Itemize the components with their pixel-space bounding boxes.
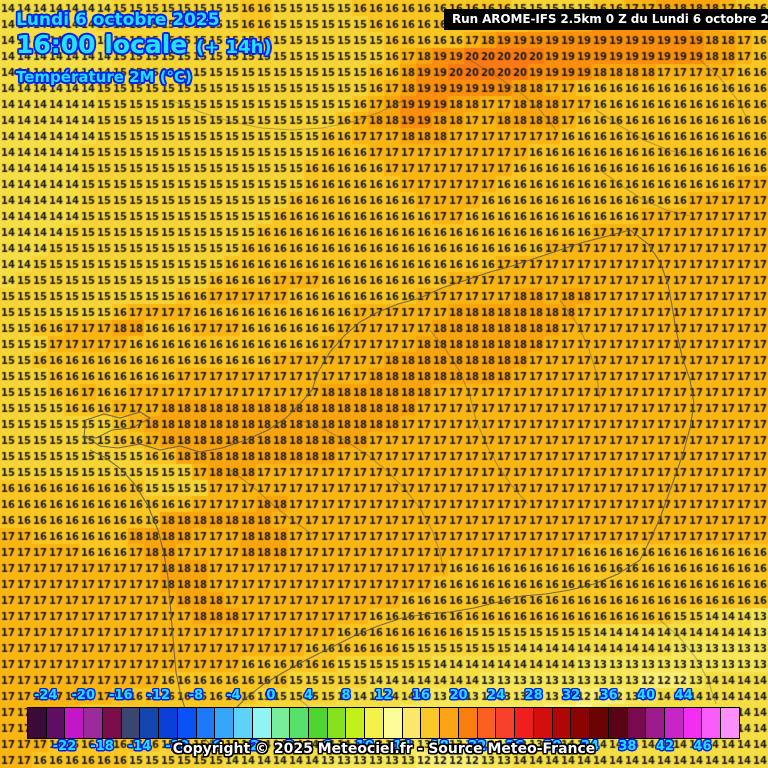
color-scale-segment	[159, 708, 178, 738]
color-scale-tick-top: -16	[109, 688, 133, 703]
color-scale-tick-top: -24	[34, 688, 58, 703]
color-scale-segment	[65, 708, 85, 738]
color-scale-tick-top: 28	[524, 688, 543, 703]
color-scale-segment	[102, 708, 122, 738]
color-scale-segment	[271, 708, 291, 738]
color-scale-segment	[215, 708, 235, 738]
color-scale-segment	[121, 708, 141, 738]
color-scale-tick-bottom: 26	[505, 739, 524, 754]
color-scale-tick-top: 32	[562, 688, 581, 703]
color-scale-segment	[383, 708, 403, 738]
forecast-date-label: Lundi 6 octobre 2025	[16, 10, 220, 30]
color-scale-tick-top: 16	[411, 688, 431, 703]
copyright-notice: Copyright © 2025 Meteociel.fr - Source M…	[172, 741, 596, 757]
color-scale-segment	[515, 708, 534, 738]
color-scale-tick-bottom: 22	[468, 739, 487, 754]
color-scale-tick-top: 20	[449, 688, 468, 703]
color-scale-segment	[552, 708, 572, 738]
color-scale-segment	[46, 708, 66, 738]
color-scale-segment	[571, 708, 591, 738]
color-scale-tick-bottom: -18	[90, 739, 114, 754]
color-scale-tick-bottom: -14	[127, 739, 152, 754]
color-scale-segment	[346, 708, 366, 738]
color-scale-segment	[28, 708, 47, 738]
color-scale-tick-top: 8	[341, 688, 351, 703]
color-scale-bar[interactable]	[27, 707, 740, 739]
color-scale[interactable]: -24 -20 -16 -12 -8 -4 0 4 8 12 16 20 24 28 32 36 40 44 -22…	[0, 688, 768, 754]
color-scale-segment	[608, 708, 628, 738]
color-scale-segment	[496, 708, 516, 738]
color-scale-segment	[140, 708, 160, 738]
color-scale-tick-bottom: -6	[207, 739, 222, 754]
color-scale-segment	[477, 708, 497, 738]
color-scale-segment	[440, 708, 459, 738]
color-scale-tick-bottom: 18	[430, 739, 449, 754]
color-scale-tick-top: 24	[487, 688, 506, 703]
color-scale-tick-top: 12	[374, 688, 393, 703]
color-scale-segment	[664, 708, 684, 738]
color-scale-tick-top: 0	[266, 688, 276, 703]
forecast-time-value: 16:00 locale	[16, 30, 188, 59]
color-scale-tick-bottom: 46	[693, 739, 712, 754]
color-scale-tick-top: 36	[599, 688, 618, 703]
color-scale-tick-bottom: 34	[580, 739, 599, 754]
color-scale-segment	[421, 708, 441, 738]
color-scale-segment	[721, 708, 739, 738]
color-scale-segment	[327, 708, 347, 738]
color-scale-segment	[196, 708, 216, 738]
model-run-banner: Run AROME-IFS 2.5km 0 Z du Lundi 6 octob…	[444, 9, 768, 30]
color-scale-segment	[177, 708, 197, 738]
color-scale-tick-top: 40	[637, 688, 656, 703]
parameter-label: Température 2M (°C)	[16, 68, 192, 86]
color-scale-tick-top: -8	[188, 688, 204, 703]
color-scale-tick-bottom: 30	[543, 739, 562, 754]
forecast-time-label: 16:00 locale (+ 14h)	[16, 30, 272, 59]
color-scale-tick-top: -20	[71, 688, 96, 703]
color-scale-segment	[646, 708, 665, 738]
color-scale-tick-top: 4	[303, 688, 313, 703]
color-scale-tick-top: -12	[146, 688, 171, 703]
color-scale-segment	[683, 708, 703, 738]
color-scale-tick-bottom: -2	[244, 739, 260, 754]
color-scale-segment	[402, 708, 422, 738]
color-scale-tick-bottom: 6	[322, 739, 332, 754]
color-scale-tick-bottom: -10	[165, 739, 189, 754]
color-scale-segment	[533, 708, 553, 738]
color-scale-tick-bottom: -22	[52, 739, 77, 754]
color-scale-segment	[84, 708, 103, 738]
color-scale-segment	[252, 708, 272, 738]
color-scale-segment	[590, 708, 609, 738]
color-scale-tick-bottom: 38	[618, 739, 637, 754]
forecast-lead-value: (+ 14h)	[195, 37, 272, 58]
color-scale-segment	[702, 708, 722, 738]
color-scale-tick-bottom: 42	[655, 739, 674, 754]
color-scale-tick-bottom: 2	[285, 739, 295, 754]
color-scale-segment	[309, 708, 328, 738]
color-scale-segment	[458, 708, 478, 738]
color-scale-segment	[627, 708, 647, 738]
color-scale-segment	[290, 708, 310, 738]
color-scale-tick-bottom: 10	[355, 739, 374, 754]
color-scale-segment	[234, 708, 253, 738]
color-scale-segment	[365, 708, 384, 738]
color-scale-tick-top: 44	[674, 688, 693, 703]
color-scale-tick-top: -4	[226, 688, 241, 703]
color-scale-tick-bottom: 14	[393, 739, 412, 754]
